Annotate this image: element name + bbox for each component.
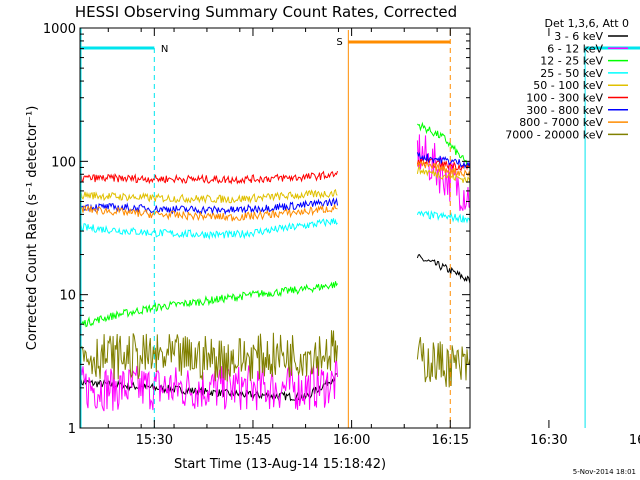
x-tick-label: 16:00 [333,433,370,448]
series-3-6-kev [80,253,470,402]
legend-header: Det 1,3,6, Att 0 [545,17,629,30]
series-layer [80,121,470,412]
legend-label: 25 - 50 keV [540,67,603,80]
y-tick-label: 10 [59,289,76,304]
legend-label: 12 - 25 keV [540,55,603,68]
x-tick-label: 15:45 [234,433,271,448]
series-800-7000-kev [80,160,470,222]
series-line-segment [80,330,338,382]
series-line-segment [80,359,338,412]
series-line-segment [80,188,338,204]
legend-label: 6 - 12 keV [547,42,603,55]
series-line-segment [80,218,338,240]
series-12-25-kev [80,121,470,328]
series-line-segment [416,157,470,171]
x-tick-label: 15:30 [136,433,173,448]
x-tick-label: 16:15 [432,433,469,448]
x-tick-label: 16:45 [629,433,640,448]
legend-label: 100 - 300 keV [526,92,603,105]
series-6-12-kev [80,134,470,412]
series-50-100-kev [80,165,470,204]
y-tick-label: 100 [51,155,76,170]
night-label: N [161,44,168,55]
series-line-segment [80,197,338,216]
legend-label: 50 - 100 keV [533,79,603,92]
series-line-segment [416,134,470,212]
legend-label: 300 - 800 keV [526,104,603,117]
series-line-segment [416,253,470,284]
series-line-segment [80,204,338,222]
saa-label: S [336,37,342,48]
series-line-segment [416,209,470,224]
chart-title: HESSI Observing Summary Count Rates, Cor… [75,3,457,21]
y-tick-label: 1 [68,422,76,437]
x-axis-label: Start Time (13-Aug-14 15:18:42) [174,457,386,472]
series-300-800-kev [80,151,470,216]
series-25-50-kev [80,209,470,240]
axis-layer: 15:30 15:45 16:00 16:15 16:30 16:45 1 10 100 1000 [43,22,640,448]
series-line-segment [80,170,338,185]
y-axis-label: Corrected Count Rate (s⁻¹ detector⁻¹) [25,106,40,351]
legend-label: 3 - 6 keV [554,30,603,43]
legend-label: 7000 - 20000 keV [505,128,603,141]
series-line-segment [416,151,470,170]
legend-label: 800 - 7000 keV [519,116,603,129]
series-line-segment [417,121,470,169]
y-tick-label: 1000 [43,22,76,37]
series-line-segment [80,281,338,328]
x-tick-label: 16:30 [530,433,567,448]
series-line-segment [416,337,470,388]
footer-timestamp: 5-Nov-2014 18:01 [573,468,636,476]
plot-frame [79,27,471,429]
series-line-segment [416,160,470,178]
series-line-segment [416,165,470,184]
series-7000-20000-kev [80,330,470,388]
series-100-300-kev [80,157,470,185]
